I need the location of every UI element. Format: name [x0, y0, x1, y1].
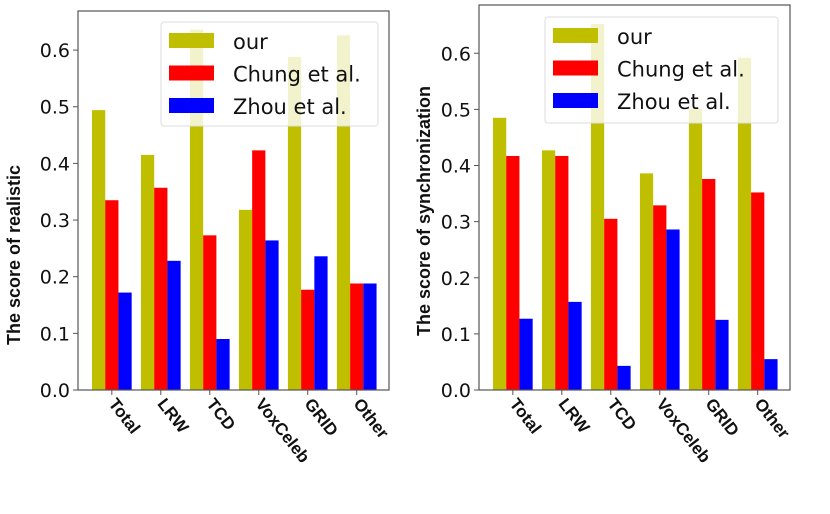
y-axis-label: The score of realistic	[4, 165, 24, 345]
bar-zhouetal-total	[118, 292, 132, 390]
bar-zhouetal-voxceleb	[666, 229, 680, 390]
legend-label: Chung et al.	[233, 63, 361, 87]
bar-chungetal-grid	[702, 178, 716, 390]
bar-chungetal-lrw	[154, 187, 168, 390]
legend-label: Zhou et al.	[617, 90, 731, 114]
x-tick-label: GRID	[301, 395, 342, 440]
bar-our-voxceleb	[639, 173, 654, 390]
x-tick-label: Other	[751, 395, 794, 443]
y-tick-label: 0.5	[40, 97, 70, 119]
axes-frame	[478, 4, 791, 391]
legend-swatch	[553, 60, 598, 76]
bar-chungetal-other	[350, 283, 364, 390]
x-tick-label: GRID	[702, 395, 743, 440]
legend: our Chung et al. Zhou et al.	[160, 21, 379, 127]
bar-zhouetal-other	[764, 359, 778, 390]
legend-box	[160, 21, 379, 127]
y-tick-label: 0.2	[441, 268, 471, 290]
bar-chungetal-voxceleb	[653, 205, 667, 390]
y-tick-label: 0.5	[441, 99, 471, 121]
bar-chungetal-other	[751, 192, 765, 390]
x-tick-label: TCD	[203, 395, 239, 434]
x-tick-label: LRW	[154, 395, 193, 438]
bar-chungetal-voxceleb	[252, 150, 266, 390]
y-tick-label: 0.3	[40, 210, 70, 232]
y-tick-label: 0.4	[441, 156, 471, 178]
bar-our-total	[493, 117, 507, 390]
x-tick-label: TCD	[604, 395, 640, 434]
bar-chungetal-total	[105, 200, 119, 390]
bar-zhouetal-total	[519, 318, 533, 390]
legend-label: Zhou et al.	[233, 95, 347, 119]
bar-our-lrw	[541, 150, 556, 390]
y-axis-label: The score of synchronization	[414, 86, 434, 336]
legend-label: Chung et al.	[617, 58, 745, 82]
bar-our-voxceleb	[238, 209, 253, 390]
y-tick-label: 0.3	[441, 212, 471, 234]
x-tick-label: Other	[350, 395, 393, 443]
bar-zhouetal-voxceleb	[265, 240, 279, 390]
y-tick-label: 0.1	[40, 323, 70, 345]
y-tick-label: 0.0	[441, 380, 471, 402]
bar-zhouetal-grid	[314, 256, 328, 390]
legend-box	[544, 16, 779, 124]
bar-our-grid	[688, 108, 703, 390]
legend-swatch	[553, 28, 598, 43]
y-tick-label: 0.2	[40, 267, 70, 289]
x-tick-label: Total	[105, 395, 144, 438]
legend-swatch	[553, 93, 598, 108]
y-tick-label: 0.4	[40, 153, 70, 175]
bar-zhouetal-lrw	[568, 301, 582, 390]
legend-swatch	[169, 65, 214, 81]
y-tick-label: 0.0	[40, 380, 70, 402]
bar-zhouetal-tcd	[617, 365, 631, 390]
legend-swatch	[169, 98, 214, 113]
x-tick-label: LRW	[555, 395, 594, 438]
legend-label: our	[617, 25, 652, 49]
bar-chungetal-tcd	[203, 235, 217, 390]
bar-chungetal-grid	[301, 289, 315, 390]
y-tick-label: 0.6	[40, 40, 70, 62]
bar-zhouetal-tcd	[216, 339, 230, 390]
legend: our Chung et al. Zhou et al.	[544, 16, 779, 124]
bar-our-other	[737, 57, 752, 391]
y-tick-label: 0.6	[441, 43, 471, 65]
y-tick-label: 0.1	[441, 324, 471, 346]
bar-chungetal-lrw	[555, 155, 569, 390]
bar-our-grid	[287, 56, 302, 391]
legend-label: our	[233, 30, 268, 54]
bar-our-total	[92, 110, 106, 391]
x-tick-label: Total	[506, 395, 545, 438]
bar-zhouetal-other	[363, 283, 377, 390]
axes-frame	[77, 10, 390, 391]
bar-chungetal-tcd	[604, 218, 618, 390]
legend-swatch	[169, 33, 214, 48]
bar-our-lrw	[140, 154, 155, 390]
bar-zhouetal-lrw	[167, 260, 181, 390]
bar-chungetal-total	[506, 155, 520, 390]
bar-zhouetal-grid	[715, 319, 729, 390]
